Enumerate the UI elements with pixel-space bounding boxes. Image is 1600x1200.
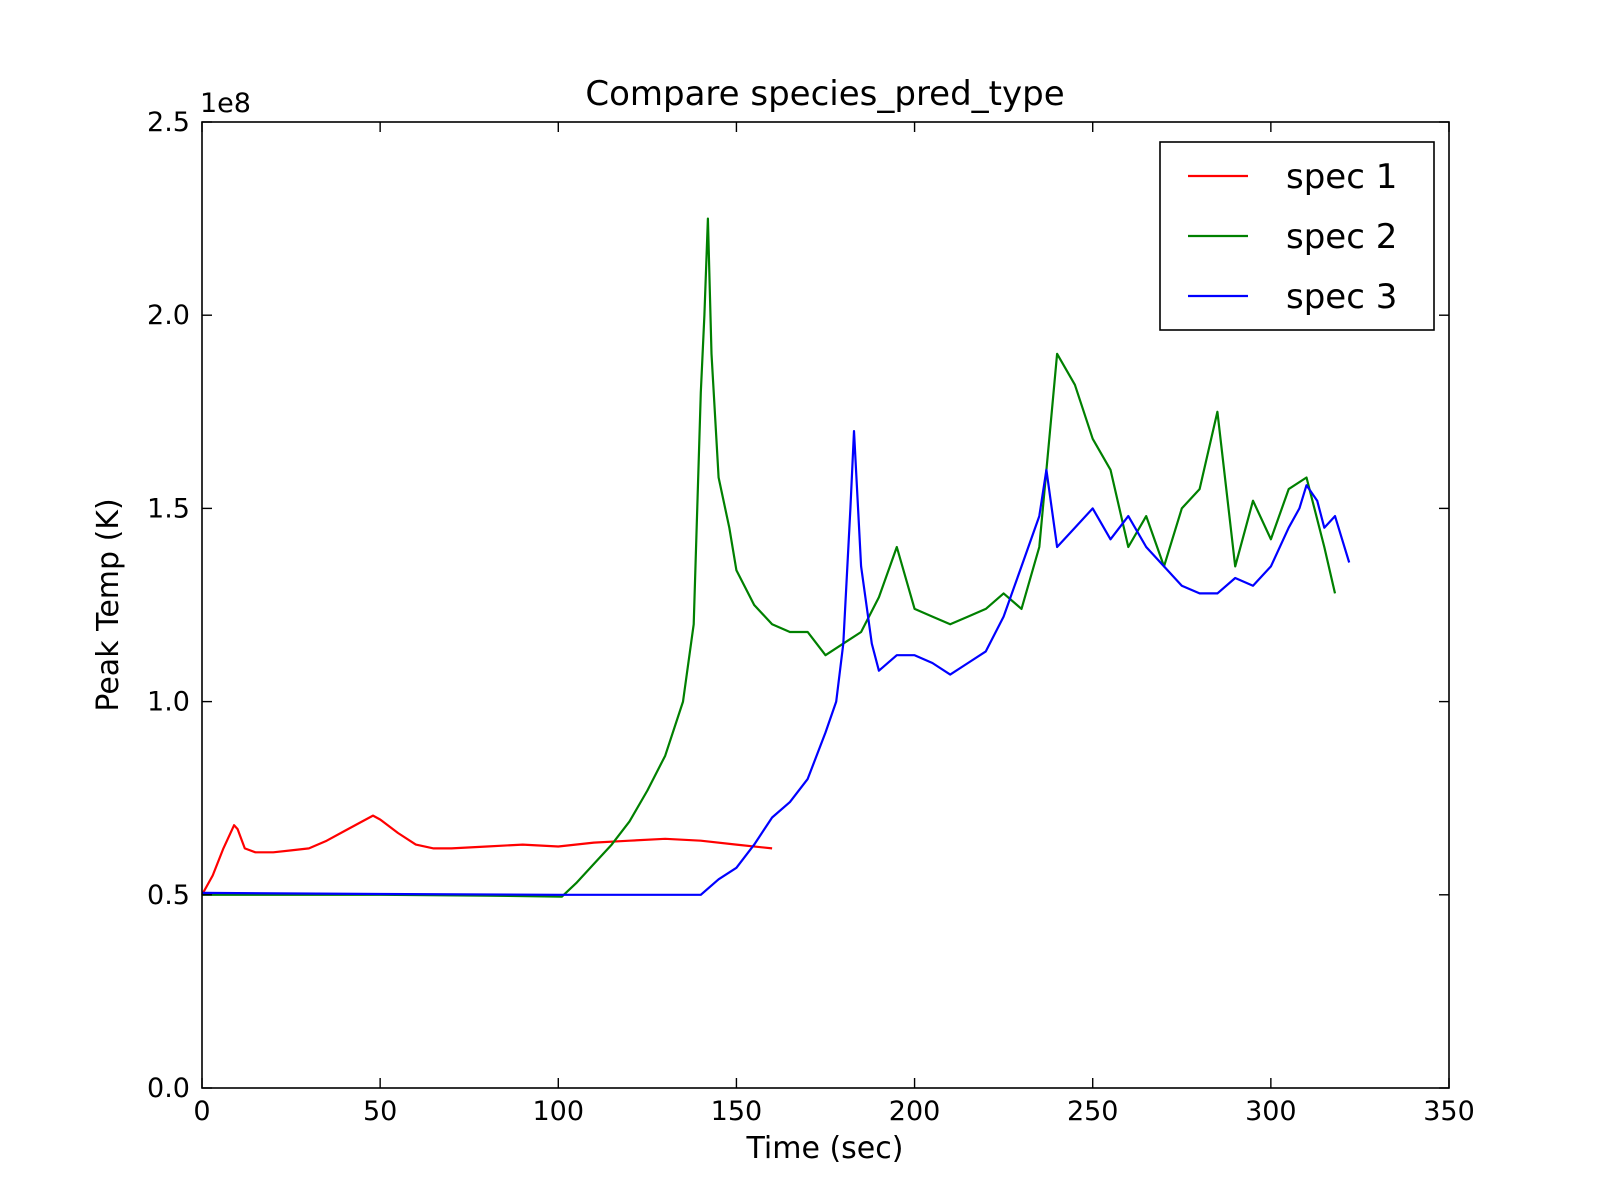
axis-ticks: 0 50 100 150 200 250 300 350 0.0 0.5 1.0 1.5 2.0 2.5: [147, 107, 1475, 1127]
y-tick-label: 2.5: [147, 107, 190, 138]
x-tick-label: 100: [533, 1096, 585, 1127]
y-tick-label: 0.5: [147, 880, 190, 911]
x-tick-label: 300: [1245, 1096, 1297, 1127]
series-line-3: [201, 430, 1351, 896]
plot-frame: [201, 121, 1450, 1089]
x-tick-label: 200: [889, 1096, 941, 1127]
y-tick-label: 1.0: [147, 687, 190, 718]
y-tick-label: 2.0: [147, 300, 190, 331]
chart-title: Compare species_pred_type: [585, 74, 1064, 114]
x-tick-label: 0: [193, 1096, 210, 1127]
y-tick-label: 1.5: [147, 493, 190, 524]
x-tick-label: 350: [1423, 1096, 1475, 1127]
y-axis-multiplier: 1e8: [200, 88, 251, 119]
y-axis-label: Peak Temp (K): [91, 498, 126, 711]
legend-label-3: spec 3: [1286, 277, 1397, 317]
legend-label-1: spec 1: [1286, 157, 1397, 197]
y-tick-label: 0.0: [147, 1073, 190, 1104]
series-line-1: [201, 814, 773, 896]
x-tick-label: 50: [363, 1096, 397, 1127]
x-tick-label: 250: [1067, 1096, 1119, 1127]
plot-lines: [201, 217, 1351, 898]
legend: spec 1 spec 2 spec 3: [1159, 141, 1435, 331]
series-line-2: [202, 217, 1337, 898]
x-tick-label: 150: [711, 1096, 763, 1127]
x-axis-label: Time (sec): [746, 1131, 904, 1166]
legend-label-2: spec 2: [1286, 217, 1397, 257]
